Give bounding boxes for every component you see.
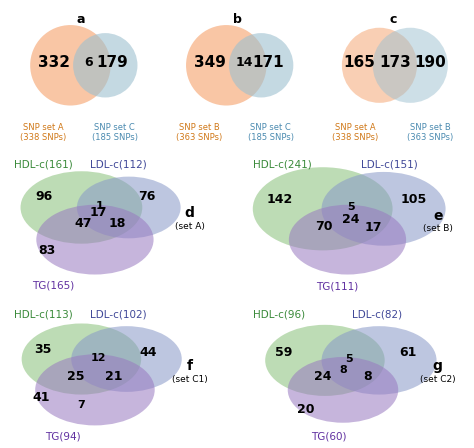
Ellipse shape: [321, 326, 437, 395]
Text: 7: 7: [78, 400, 85, 409]
Text: (set C2): (set C2): [420, 375, 456, 383]
Text: SNP set B
(363 SNPs): SNP set B (363 SNPs): [407, 123, 454, 142]
Text: 24: 24: [342, 213, 360, 226]
Text: TG(111): TG(111): [316, 282, 358, 292]
Text: SNP set C
(185 SNPs): SNP set C (185 SNPs): [91, 123, 137, 142]
Text: LDL-c(151): LDL-c(151): [361, 159, 418, 169]
Text: f: f: [187, 359, 192, 373]
Text: HDL-c(113): HDL-c(113): [14, 310, 73, 320]
Ellipse shape: [321, 172, 446, 246]
Text: 165: 165: [343, 55, 375, 70]
Text: (set A): (set A): [175, 222, 205, 231]
Text: d: d: [185, 206, 195, 220]
Text: 142: 142: [267, 193, 293, 206]
Text: 21: 21: [105, 370, 123, 383]
Ellipse shape: [36, 205, 154, 275]
Text: 17: 17: [365, 221, 382, 234]
Text: a: a: [77, 13, 85, 26]
Text: TG(94): TG(94): [46, 432, 81, 442]
Text: 44: 44: [139, 346, 157, 359]
Ellipse shape: [22, 323, 141, 395]
Ellipse shape: [20, 171, 142, 244]
Text: SNP set B
(363 SNPs): SNP set B (363 SNPs): [176, 123, 223, 142]
Text: LDL-c(102): LDL-c(102): [91, 310, 147, 320]
Text: 24: 24: [314, 370, 331, 383]
Text: (set B): (set B): [423, 224, 453, 233]
Text: 47: 47: [75, 217, 92, 230]
Text: 76: 76: [138, 190, 155, 203]
Text: TG(165): TG(165): [32, 280, 74, 290]
Text: 190: 190: [415, 55, 447, 70]
Text: 179: 179: [96, 55, 128, 70]
Ellipse shape: [71, 326, 182, 392]
Ellipse shape: [373, 28, 448, 103]
Text: SNP set C
(185 SNPs): SNP set C (185 SNPs): [247, 123, 293, 142]
Text: 20: 20: [297, 404, 315, 417]
Text: SNP set A
(338 SNPs): SNP set A (338 SNPs): [332, 123, 378, 142]
Text: 12: 12: [91, 353, 106, 363]
Text: TG(60): TG(60): [311, 432, 347, 442]
Ellipse shape: [253, 167, 392, 250]
Text: 332: 332: [38, 55, 70, 70]
Text: 14: 14: [236, 56, 253, 69]
Ellipse shape: [186, 25, 266, 106]
Ellipse shape: [265, 325, 385, 396]
Text: b: b: [233, 13, 241, 26]
Text: 1: 1: [96, 201, 103, 211]
Text: SNP set A
(338 SNPs): SNP set A (338 SNPs): [20, 123, 67, 142]
Ellipse shape: [289, 205, 406, 275]
Text: 18: 18: [109, 217, 126, 230]
Text: 8: 8: [339, 365, 347, 375]
Ellipse shape: [77, 177, 181, 238]
Ellipse shape: [342, 28, 417, 103]
Text: 59: 59: [274, 346, 292, 359]
Text: 173: 173: [379, 55, 411, 70]
Text: 25: 25: [67, 370, 84, 383]
Text: 171: 171: [252, 55, 283, 70]
Text: 35: 35: [35, 343, 52, 356]
Text: 96: 96: [36, 190, 53, 203]
Ellipse shape: [288, 357, 398, 423]
Ellipse shape: [73, 33, 137, 98]
Text: 61: 61: [400, 346, 417, 359]
Ellipse shape: [229, 33, 293, 98]
Text: 70: 70: [315, 220, 333, 233]
Text: 17: 17: [90, 207, 107, 220]
Text: HDL-c(241): HDL-c(241): [253, 159, 311, 169]
Text: HDL-c(96): HDL-c(96): [253, 310, 305, 320]
Text: HDL-c(161): HDL-c(161): [14, 159, 73, 169]
Text: c: c: [389, 13, 397, 26]
Ellipse shape: [35, 354, 155, 426]
Text: e: e: [433, 208, 442, 223]
Text: 8: 8: [364, 370, 372, 383]
Text: 349: 349: [194, 55, 226, 70]
Text: 5: 5: [347, 202, 355, 212]
Text: 6: 6: [84, 56, 93, 69]
Text: LDL-c(112): LDL-c(112): [91, 159, 147, 169]
Text: g: g: [433, 359, 443, 373]
Ellipse shape: [30, 25, 110, 106]
Text: LDL-c(82): LDL-c(82): [352, 310, 402, 320]
Text: 5: 5: [345, 354, 353, 364]
Text: (set C1): (set C1): [172, 375, 208, 383]
Text: 105: 105: [401, 193, 427, 206]
Text: 41: 41: [32, 392, 50, 405]
Text: 83: 83: [38, 244, 55, 257]
